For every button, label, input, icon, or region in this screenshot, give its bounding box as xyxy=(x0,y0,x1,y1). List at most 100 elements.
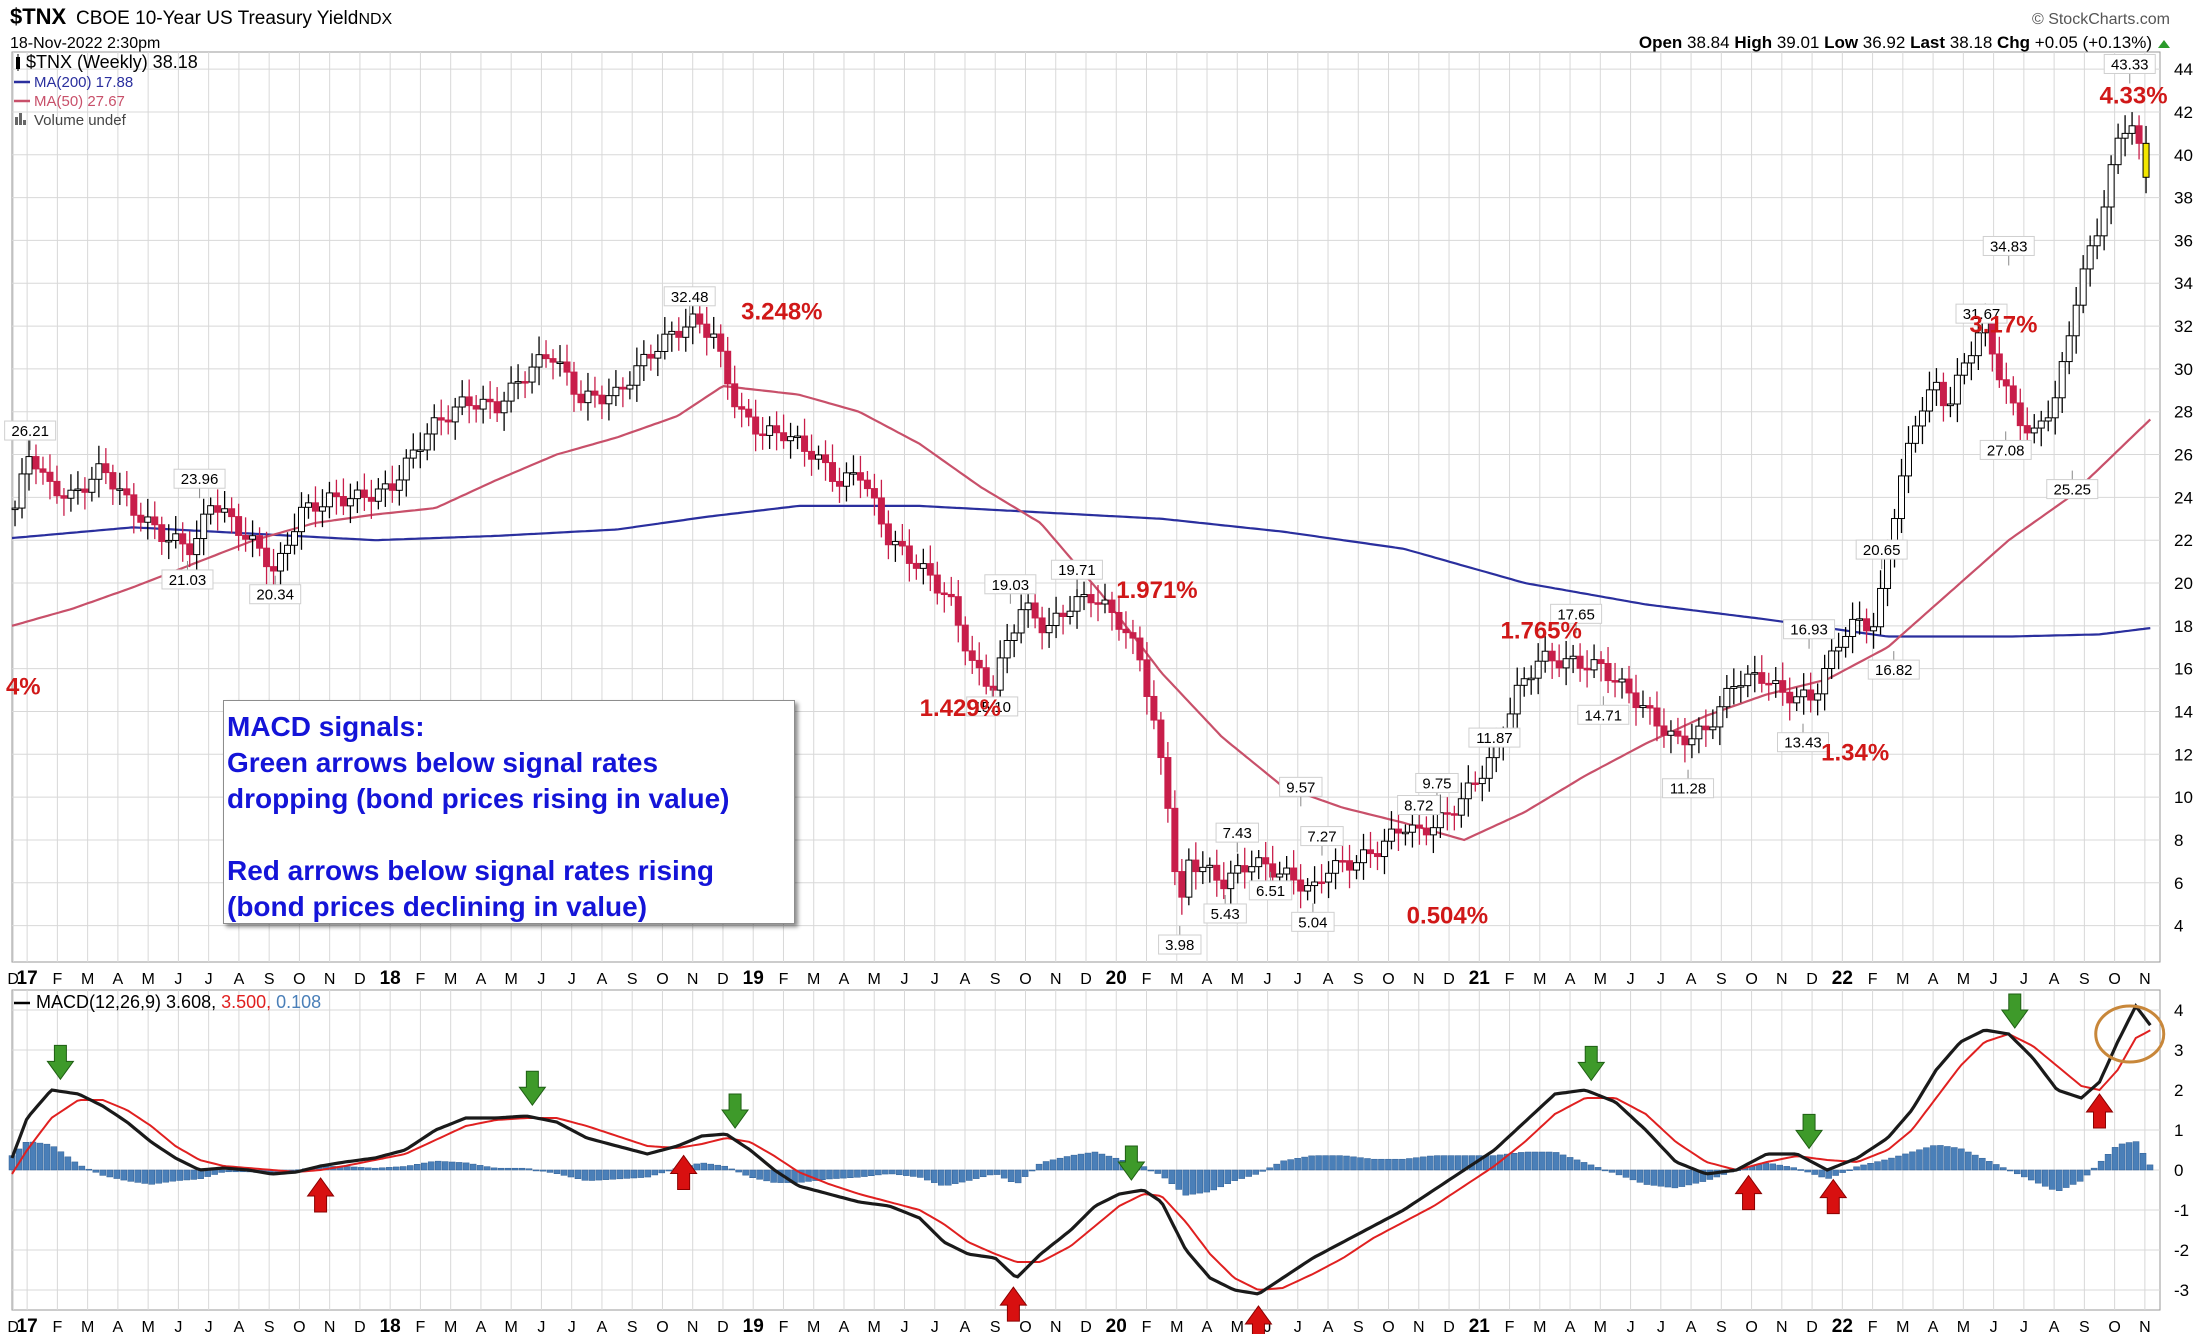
histogram-bar xyxy=(609,1169,617,1180)
histogram-bar xyxy=(211,1169,218,1175)
histogram-bar xyxy=(2034,1169,2042,1184)
candle-body xyxy=(1269,863,1277,878)
candle-body xyxy=(1401,831,1409,835)
candle-body xyxy=(1513,684,1521,715)
candle-body xyxy=(919,563,927,569)
macd-x-tick-label: A xyxy=(1928,1319,1939,1334)
candle-body xyxy=(1387,828,1395,842)
price-label: 26.21 xyxy=(11,423,49,440)
histogram-bar xyxy=(1371,1158,1378,1171)
candle-body xyxy=(263,547,271,568)
histogram-bar xyxy=(1322,1155,1329,1171)
candle-body xyxy=(1779,680,1787,693)
macd-x-tick-label: N xyxy=(1776,1319,1788,1334)
candle-body xyxy=(325,492,333,508)
histogram-bar xyxy=(1587,1164,1595,1171)
candle-body xyxy=(228,508,236,518)
candle-body xyxy=(1953,374,1961,405)
candle-body xyxy=(640,353,648,367)
volume-legend-icon xyxy=(23,120,26,125)
price-y-tick-label: 38 xyxy=(2174,189,2193,208)
candle-body xyxy=(2107,164,2115,208)
textbox-line: MACD signals: xyxy=(227,711,425,742)
candle-body xyxy=(975,659,983,669)
candle-body xyxy=(689,313,697,328)
price-y-tick-label: 8 xyxy=(2174,831,2183,850)
macd-y-tick-label: 3 xyxy=(2174,1041,2183,1060)
macd-x-tick-label: A xyxy=(1323,1319,1334,1334)
candle-body xyxy=(863,479,871,490)
price-label-box xyxy=(1777,732,1830,753)
candle-body xyxy=(1220,879,1228,890)
price-label-box xyxy=(173,468,226,489)
price-x-tick-label: D xyxy=(717,971,729,988)
price-x-tick-label: D xyxy=(354,971,366,988)
histogram-bar xyxy=(1070,1154,1078,1171)
candle-body xyxy=(996,657,1004,691)
candle-body xyxy=(808,450,816,460)
histogram-bar xyxy=(162,1169,169,1183)
histogram-bar xyxy=(1867,1163,1874,1171)
histogram-bar xyxy=(1091,1151,1099,1171)
price-x-tick-label: D xyxy=(1443,971,1455,988)
histogram-bar xyxy=(448,1161,456,1171)
price-label-box xyxy=(984,574,1037,595)
histogram-bar xyxy=(854,1169,861,1178)
price-x-tick-label: A xyxy=(476,971,487,988)
candle-body xyxy=(1353,862,1361,871)
histogram-bar xyxy=(630,1169,638,1179)
price-y-tick-label: 6 xyxy=(2174,874,2183,893)
candle-body xyxy=(1122,628,1130,634)
price-x-tick-label: F xyxy=(52,971,62,988)
candle-body xyxy=(933,574,941,594)
price-label-box xyxy=(1550,603,1603,624)
candle-body xyxy=(423,433,431,451)
candle-body xyxy=(1199,866,1207,873)
histogram-bar xyxy=(1378,1158,1385,1171)
price-legend-label: MA(200) 17.88 xyxy=(34,74,133,91)
price-x-tick-label: A xyxy=(597,971,608,988)
candle-body xyxy=(2058,361,2066,399)
candle-body xyxy=(1604,663,1612,682)
price-label: 27.08 xyxy=(1987,442,2025,459)
histogram-bar xyxy=(658,1169,666,1174)
candle-body xyxy=(116,488,124,491)
macd-x-tick-label: N xyxy=(324,1319,336,1334)
candle-body xyxy=(1185,859,1193,898)
histogram-bar xyxy=(1650,1169,1658,1186)
histogram-bar xyxy=(1685,1169,1693,1186)
price-x-tick-label: 21 xyxy=(1469,968,1491,989)
candle-body xyxy=(200,513,208,540)
candle-body xyxy=(1709,726,1717,731)
price-legend-label: $TNX (Weekly) 38.18 xyxy=(26,52,198,72)
histogram-bar xyxy=(693,1163,700,1171)
histogram-bar xyxy=(1308,1155,1315,1171)
macd-x-tick-label: A xyxy=(1202,1319,1213,1334)
histogram-bar xyxy=(1643,1169,1651,1185)
price-label-box xyxy=(2103,53,2156,74)
red-arrow-icon-shape xyxy=(1819,1178,1848,1215)
candle-body xyxy=(1653,707,1661,727)
histogram-legend-value: 0.108 xyxy=(276,992,321,1012)
candle-body xyxy=(332,492,340,498)
macd-x-tick-label: M xyxy=(505,1319,518,1334)
macd-x-tick-label: A xyxy=(960,1319,971,1334)
histogram-bar xyxy=(155,1169,162,1184)
candle-body xyxy=(1772,680,1780,685)
histogram-bar xyxy=(1343,1155,1350,1171)
histogram-bar xyxy=(2111,1147,2119,1171)
histogram-bar xyxy=(379,1167,386,1171)
candle-body xyxy=(598,394,606,405)
price-x-tick-label: O xyxy=(1745,971,1757,988)
macd-x-tick-label: A xyxy=(839,1319,850,1334)
histogram-bar xyxy=(1168,1169,1176,1184)
candle-body xyxy=(731,383,739,408)
price-x-tick-label: A xyxy=(113,971,124,988)
candle-body xyxy=(1157,719,1165,759)
candle-body xyxy=(1751,672,1759,675)
candle-body xyxy=(1786,691,1794,704)
histogram-bar xyxy=(889,1169,896,1175)
candle-body xyxy=(2030,427,2038,434)
candle-body xyxy=(605,395,613,405)
histogram-bar xyxy=(847,1169,854,1178)
